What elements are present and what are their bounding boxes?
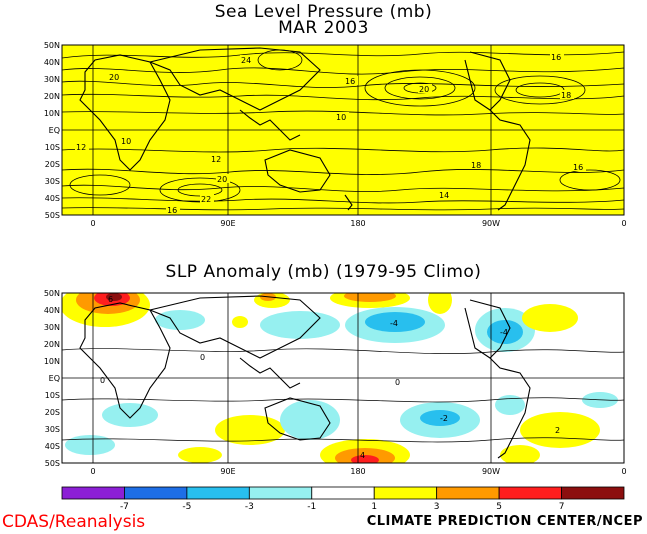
slp-map-panel: 24 20 20 16 16 18 10 12 12 20 14 16 18 [61,44,625,216]
anomaly-frame [61,292,625,464]
contour-label: 4 [360,451,365,460]
lat-label: 30N [44,323,60,332]
colorbar-tick-label: 5 [496,502,502,512]
contour-label: 14 [439,191,449,200]
colorbar-tick-label: -3 [245,502,254,512]
colorbar-swatch [124,486,188,500]
slp-grid [62,45,624,215]
contour-label: 18 [471,161,481,170]
contour-label: 12 [76,143,86,152]
anomaly-grid [62,293,624,463]
lat-label: 40S [45,194,60,203]
contour-label: 16 [345,77,355,86]
colorbar-tick-label: 1 [371,502,377,512]
anomaly-contour-labels: 0 0 0 -4 -4 4 6 -2 2 [100,295,560,460]
colorbar-swatch [61,486,125,500]
lat-label: 40S [45,442,60,451]
anomaly-coastlines [79,295,531,459]
colorbar-swatch [248,486,313,500]
lat-label: EQ [49,126,60,135]
lon-label: 0 [621,467,626,476]
lat-label: 30S [45,177,60,186]
colorbar-swatch [373,486,438,500]
lon-label: 180 [350,467,365,476]
lon-label: 0 [90,219,95,228]
lat-label: 20N [44,92,60,101]
colorbar-swatch [311,486,375,500]
lon-label: 90E [220,219,235,228]
lat-label: 40N [44,306,60,315]
lat-label: 10S [45,391,60,400]
colorbar-swatch [186,486,250,500]
slp-anomaly-panel: 0 0 0 -4 -4 4 6 -2 2 [61,292,625,464]
contour-label: -4 [500,328,508,337]
lon-label: 0 [621,219,626,228]
contour-label: 16 [551,53,561,62]
panel1-subtitle: MAR 2003 [278,18,369,38]
colorbar-tick-label: -7 [120,502,129,512]
contour-label: 20 [419,85,429,94]
slp-coastlines [79,47,531,211]
lat-label: EQ [49,374,60,383]
lat-label: 10N [44,109,60,118]
slp-contour-labels: 24 20 20 16 16 18 10 12 12 20 14 16 18 [75,52,586,215]
colorbar-swatch [561,486,625,500]
colorbar-tick-label: -1 [307,502,316,512]
lat-label: 50N [44,41,60,50]
contour-label: 10 [336,113,346,122]
lon-label: 0 [90,467,95,476]
lon-label: 90W [482,219,500,228]
panel1-title: Sea Level Pressure (mb) [214,2,433,22]
slp-frame [61,44,625,216]
lat-label: 10S [45,143,60,152]
colorbar-tick-label: -5 [182,502,191,512]
contour-label: 20 [109,73,119,82]
lat-label: 50S [45,459,60,468]
lat-label: 40N [44,58,60,67]
colorbar-swatch [498,486,562,500]
contour-label: 0 [100,376,105,385]
contour-label: 18 [561,91,571,100]
colorbar-swatch [436,486,500,500]
lat-label: 20S [45,408,60,417]
lat-label: 50S [45,211,60,220]
slp-contours [62,49,624,211]
lat-label: 20N [44,340,60,349]
contour-label: 16 [167,206,177,215]
contour-label: 22 [201,195,211,204]
lat-label: 50N [44,289,60,298]
footer-source: CDAS/Reanalysis [2,512,146,532]
contour-label: 20 [217,175,227,184]
colorbar: -7 -5 -3 -1 1 3 5 7 [61,486,625,512]
contour-label: 2 [555,426,560,435]
lat-label: 30N [44,75,60,84]
lat-label: 10N [44,357,60,366]
contour-label: 24 [241,56,251,65]
lat-label: 30S [45,425,60,434]
contour-label: 10 [121,137,131,146]
lat-label: 20S [45,160,60,169]
colorbar-tick-label: 7 [559,502,565,512]
panel2-title: SLP Anomaly (mb) (1979-95 Climo) [165,262,482,282]
lon-label: 90E [220,467,235,476]
colorbar-tick-label: 3 [434,502,440,512]
contour-label: 16 [573,163,583,172]
contour-label: 12 [211,155,221,164]
contour-label: 0 [200,353,205,362]
lon-label: 180 [350,219,365,228]
contour-label: -2 [440,414,448,423]
contour-label: -4 [390,319,398,328]
anomaly-contours [62,348,624,443]
footer-credit: CLIMATE PREDICTION CENTER/NCEP [366,514,643,529]
lon-label: 90W [482,467,500,476]
contour-label: 6 [108,295,113,304]
contour-label: 0 [395,378,400,387]
